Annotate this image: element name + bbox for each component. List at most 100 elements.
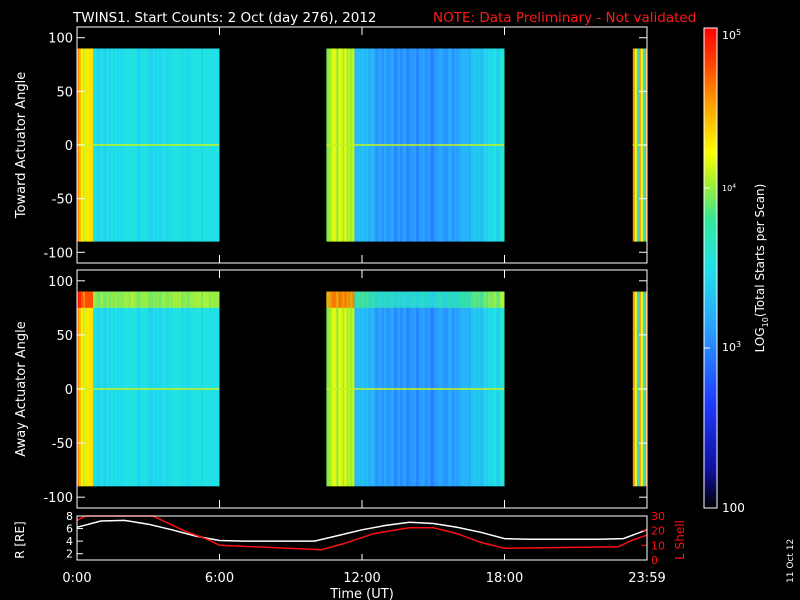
heatmap-high-angle-cell <box>121 291 124 308</box>
heatmap-high-angle-cell <box>179 291 182 308</box>
heatmap-high-angle-cell <box>444 291 447 308</box>
heatmap-high-angle-cell <box>183 291 186 308</box>
heatmap-high-angle-cell <box>115 291 118 308</box>
heatmap-high-angle-cell <box>466 291 469 308</box>
heatmap-high-angle-cell <box>119 291 122 308</box>
heatmap-high-angle-cell <box>213 291 216 308</box>
heatmap-high-angle-cell <box>354 291 357 308</box>
heatmap-high-angle-cell <box>404 291 407 308</box>
heatmap-high-angle-cell <box>364 291 367 308</box>
heatmap-high-angle-cell <box>470 291 473 308</box>
orbit-panel-ylabel-right: L Shell <box>673 520 687 560</box>
heatmap-high-angle-cell <box>448 291 451 308</box>
heatmap-high-angle-cell <box>336 291 339 308</box>
heatmap-high-angle-cell <box>109 291 112 308</box>
heatmap-high-angle-cell <box>394 291 397 308</box>
heatmap-high-angle-cell <box>167 291 170 308</box>
heatmap-high-angle-cell <box>496 291 499 308</box>
heatmap-high-angle-cell <box>344 291 347 308</box>
heatmap-high-angle-cell <box>420 291 423 308</box>
heatmap-high-angle-cell <box>195 291 198 308</box>
right-y-tick-label: 20 <box>651 525 665 538</box>
heatmap-high-angle-cell <box>358 291 361 308</box>
heatmap-high-angle-cell <box>376 291 379 308</box>
heatmap-high-angle-cell <box>125 291 128 308</box>
heatmap-high-angle-cell <box>145 291 148 308</box>
toward-actuator-panel: 100 50 0 -50 -100 <box>43 27 648 263</box>
heatmap-high-angle-cell <box>105 291 108 308</box>
heatmap-high-angle-cell <box>386 291 389 308</box>
heatmap-high-angle-cell <box>203 291 206 308</box>
orbit-panel-frame <box>76 515 648 561</box>
heatmap-high-angle-cell <box>406 291 409 308</box>
heatmap-high-angle-cell <box>416 291 419 308</box>
heatmap-high-angle-cell <box>205 291 208 308</box>
heatmap-high-angle-cell <box>87 291 90 308</box>
heatmap-high-angle-cell <box>155 291 158 308</box>
heatmap-high-angle-cell <box>356 291 359 308</box>
heatmap-high-angle-cell <box>488 291 491 308</box>
heatmap-high-angle-cell <box>209 291 212 308</box>
heatmap-high-angle-cell <box>207 291 210 308</box>
y-tick-label: 50 <box>56 329 73 344</box>
heatmap-high-angle-cell <box>418 291 421 308</box>
heatmap-high-angle-cell <box>414 291 417 308</box>
heatmap-high-angle-cell <box>424 291 427 308</box>
y-tick-label: -100 <box>43 246 73 261</box>
right-y-tick-label: 30 <box>651 510 665 523</box>
heatmap-high-angle-cell <box>141 291 144 308</box>
heatmap-high-angle-cell <box>472 291 475 308</box>
heatmap-high-angle-cell <box>95 291 98 308</box>
heatmap-high-angle-cell <box>201 291 204 308</box>
heatmap-high-angle-cell <box>99 291 102 308</box>
toward-panel-ylabel: Toward Actuator Angle <box>14 72 29 219</box>
heatmap-high-angle-cell <box>199 291 202 308</box>
heatmap-high-angle-cell <box>412 291 415 308</box>
heatmap-high-angle-cell <box>422 291 425 308</box>
heatmap-high-angle-cell <box>85 291 88 308</box>
y-tick-label: 50 <box>56 85 73 100</box>
heatmap-high-angle-cell <box>428 291 431 308</box>
heatmap-high-angle-cell <box>77 291 80 308</box>
heatmap-high-angle-cell <box>486 291 489 308</box>
heatmap-high-angle-cell <box>374 291 377 308</box>
away-panel-ylabel: Away Actuator Angle <box>14 321 29 456</box>
heatmap-high-angle-cell <box>147 291 150 308</box>
heatmap-high-angle-cell <box>189 291 192 308</box>
heatmap-high-angle-cell <box>173 291 176 308</box>
heatmap-high-angle-cell <box>340 291 343 308</box>
heatmap-high-angle-cell <box>123 291 126 308</box>
heatmap-high-angle-cell <box>346 291 349 308</box>
heatmap-high-angle-cell <box>500 291 503 308</box>
colorbar-title: LOG10(Total Starts per Scan) <box>753 184 770 353</box>
heatmap-high-angle-cell <box>446 291 449 308</box>
heatmap-high-angle-cell <box>400 291 403 308</box>
heatmap-high-angle-cell <box>378 291 381 308</box>
heatmap-high-angle-cell <box>129 291 132 308</box>
heatmap-high-angle-cell <box>332 291 335 308</box>
heatmap-high-angle-cell <box>388 291 391 308</box>
heatmap-high-angle-cell <box>113 291 116 308</box>
heatmap-high-angle-cell <box>456 291 459 308</box>
x-tick-label: 12:00 <box>343 571 380 586</box>
heatmap-high-angle-cell <box>360 291 363 308</box>
heatmap-high-angle-cell <box>101 291 104 308</box>
heatmap-high-angle-cell <box>151 291 154 308</box>
heatmap-high-angle-cell <box>219 291 220 308</box>
heatmap-high-angle-cell <box>468 291 471 308</box>
heatmap-high-angle-cell <box>175 291 178 308</box>
r-re-line <box>76 519 648 542</box>
heatmap-high-angle-cell <box>352 291 355 308</box>
heatmap-high-angle-cell <box>402 291 405 308</box>
left-y-tick-label: 8 <box>66 510 73 523</box>
away-actuator-panel: 100 50 0 -50 -100 <box>43 270 648 508</box>
x-tick-label: 0:00 <box>62 571 91 586</box>
right-y-tick-label: 10 <box>651 539 665 552</box>
heatmap-high-angle-cell <box>181 291 184 308</box>
colorbar-label-1e5: 105 <box>722 28 741 42</box>
y-tick-label: -50 <box>52 437 73 452</box>
heatmap-high-angle-cell <box>350 291 353 308</box>
heatmap-high-angle-cell <box>161 291 164 308</box>
heatmap-high-angle-cell <box>197 291 200 308</box>
